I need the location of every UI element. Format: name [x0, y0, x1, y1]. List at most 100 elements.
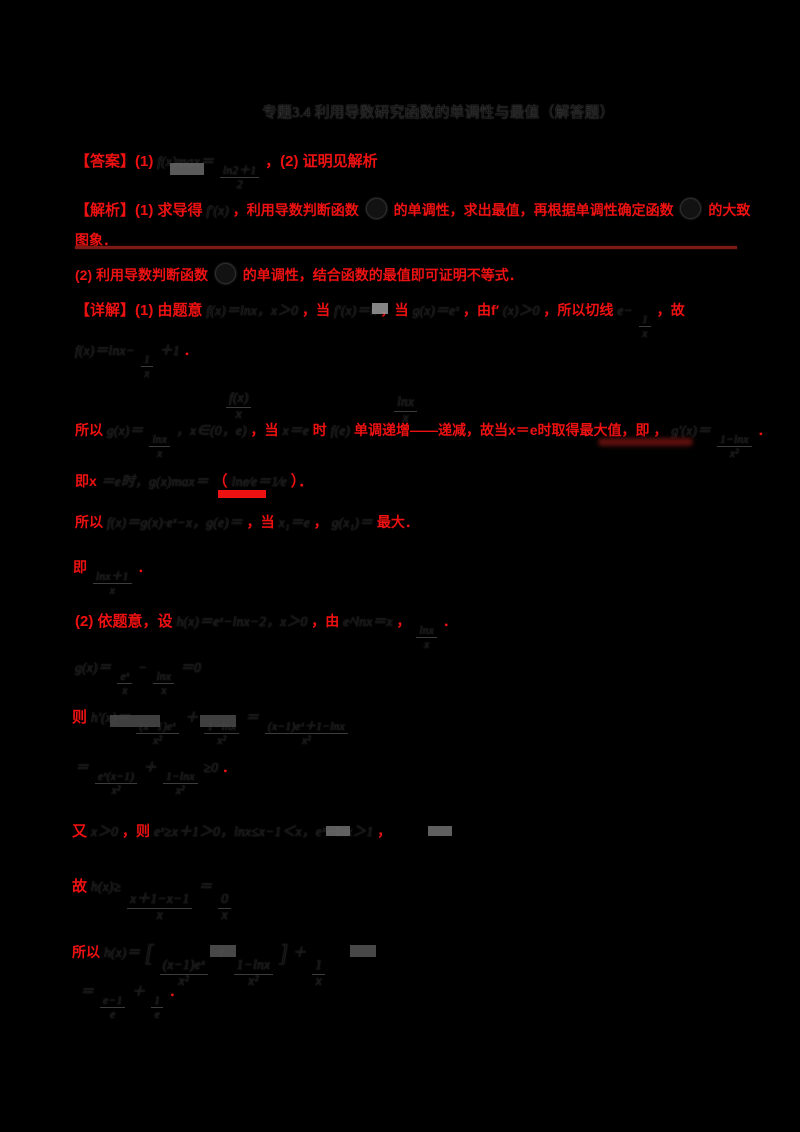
detail-text-4: ，由f′: [463, 302, 500, 318]
ghost-artifact: [200, 715, 236, 727]
sol3-math-3: g(x₁)＝: [331, 516, 373, 531]
detail-math-3: g(x)＝eˣ: [412, 304, 460, 319]
sol3-math-2: x₁＝e: [278, 516, 310, 531]
gline-fraction-2: lnx x: [153, 670, 175, 696]
part2-fraction: lnx x: [416, 624, 437, 650]
red-period: ．: [137, 559, 152, 575]
fin1-fraction-2: 1−lnx x²: [233, 958, 274, 989]
again-math-2: eˣ≥x＋1＞0，lnx≤x−1＜x，eˣ−lnx＞1: [153, 825, 374, 840]
sol3-text-1: 所以: [75, 514, 103, 530]
answer-label: 【答案】(1): [75, 153, 154, 170]
then2-math-3: ≥0: [203, 761, 219, 776]
analysis-line-3: (2) 利用导数判断函数 的单调性，结合函数的最值即可证明不等式．: [75, 263, 523, 285]
sol2-text-1: 即x: [75, 473, 97, 489]
part2-text-2: ，由: [311, 613, 340, 629]
ghost-artifact: [110, 715, 160, 727]
sol1-math-3: x＝e: [282, 424, 309, 439]
ghost-artifact: [326, 826, 350, 836]
detail-fraction: 1 x: [638, 313, 651, 339]
page-title: 专题3.4 利用导数研究函数的单调性与最值（解答题）: [262, 105, 615, 121]
inequality-line: 又 x＞0 ，则 eˣ≥x＋1＞0，lnx≤x−1＜x，eˣ−lnx＞1 ，: [72, 822, 391, 843]
analysis-text-4: 的大致: [708, 202, 751, 218]
detail-math-2: f′(x)＝k: [333, 304, 377, 319]
sol1-text-1: 所以: [75, 422, 103, 438]
fin1-text-1: 所以: [72, 944, 100, 960]
answer-tail: ，(2) 证明见解析: [265, 153, 378, 170]
part2-math-2: e^lnx＝x: [343, 615, 393, 630]
detail-label: 【详解】(1) 由题意: [75, 302, 203, 319]
ghost-open-bracket: [: [144, 941, 154, 967]
sol1-fraction-2: 1−lnx x²: [716, 433, 752, 459]
again-text-1: 又: [72, 823, 88, 840]
analysis-label: 【解析】(1) 求导得: [75, 202, 203, 219]
red-period: ．: [757, 422, 772, 438]
again-text-3: ，: [377, 823, 392, 839]
sol4-text-1: 即: [73, 559, 87, 575]
detail-math-4: (x)＞0: [502, 304, 540, 319]
then2-fraction-2: 1−lnx x²: [162, 770, 198, 796]
red-close-paren: ）．: [290, 473, 314, 490]
formula-blob-icon: [365, 198, 387, 219]
red-period: ．: [222, 759, 237, 775]
detail-line-2: f(x)＝lnx− 1 x ＋1 ．: [75, 341, 198, 379]
solution-line-3: 所以 f(x)＝g(x)·eˣ−x，g(e)＝ ，当 x₁＝e ， g(x₁)＝…: [75, 513, 419, 534]
gline-math-2: −: [138, 661, 148, 676]
detail-math-5: e−: [617, 304, 633, 319]
ghost-artifact: [210, 945, 236, 957]
red-period: ．: [183, 342, 198, 358]
sol3-math-1: f(x)＝g(x)·eˣ−x，g(e)＝: [106, 516, 243, 531]
gline-math-3: ＝0: [179, 661, 201, 676]
then2-math-2: ＋: [142, 761, 157, 776]
red-period: ．: [442, 613, 457, 629]
analysis-text-3: 的单调性，求出最值，再根据单调性确定函数: [393, 202, 674, 218]
gu-text-1: 故: [72, 878, 88, 895]
again-math-1: x＞0: [90, 825, 119, 840]
sol3-text-3: ，: [313, 514, 328, 530]
sol3-text-4: 最大．: [376, 514, 419, 530]
ghost-artifact: [428, 826, 452, 836]
fin1-math-3: ＋: [292, 946, 307, 961]
analysis-line-2: 图象．: [75, 231, 117, 250]
detail2-fraction: 1 x: [140, 353, 153, 379]
detail-math-1: f(x)＝lnx，x＞0: [206, 304, 299, 319]
gu-math-2: ＝: [198, 880, 213, 895]
then1-math-2: ＋: [184, 711, 199, 726]
fin1-fraction-1: (x−1)eˣ x²: [159, 958, 208, 989]
sol1-fraction-1: lnx x: [149, 433, 170, 459]
answer-fraction: ln2＋1 2: [219, 164, 260, 190]
analysis-text-2: ，利用导数判断函数: [232, 202, 359, 218]
gu-fraction-1: x＋1−x−1 x: [127, 892, 193, 923]
ghost-close-bracket: ]: [278, 941, 289, 967]
sol3-text-2: ，当: [246, 514, 275, 530]
fin2-math-1: ＝: [80, 985, 94, 1000]
analysis-line-1: 【解析】(1) 求导得 f′(x) ，利用导数判断函数 的单调性，求出最值，再根…: [75, 198, 750, 222]
analysis-math-1: f′(x): [206, 204, 229, 219]
fin2-fraction-1: e−1 e: [99, 994, 126, 1020]
sol1-math-4: f(e): [330, 424, 351, 439]
sol1-text-3: 时: [312, 422, 327, 438]
answer-line: 【答案】(1) f(x)max＝ ln2＋1 2 ，(2) 证明见解析: [75, 152, 378, 190]
red-smear-artifact: [598, 438, 693, 446]
sol4-fraction: lnx＋1 x: [92, 570, 132, 596]
sol1-text-2: ，当: [250, 422, 279, 438]
formula-blob-icon: [214, 263, 236, 284]
sol1-math-5: g′(x)＝: [671, 424, 711, 439]
detail-text-2: ，当: [302, 302, 331, 318]
then1-fraction-3: (x−1)eˣ＋1−lnx x²: [264, 720, 348, 746]
display-fraction-1: f(x) x: [224, 376, 253, 422]
sol1-text-4: 单调递增——递减，故当x＝e时取得最大值，即: [353, 422, 650, 438]
part2-text-3: ，: [396, 613, 411, 629]
detail-text-6: ，故: [656, 302, 685, 318]
solution-line-4: 即 lnx＋1 x ．: [73, 558, 151, 596]
then2-math-1: ＝: [75, 761, 89, 776]
g-function-line: g(x)＝ eˣ x − lnx x ＝0: [75, 658, 201, 696]
detail2-math-1: f(x)＝lnx−: [75, 344, 135, 359]
detail-line-1: 【详解】(1) 由题意 f(x)＝lnx，x＞0 ，当 f′(x)＝k ，当 g…: [75, 301, 685, 339]
red-open-paren: （: [212, 473, 228, 490]
fin1-math-1: h(x)＝: [103, 946, 141, 961]
